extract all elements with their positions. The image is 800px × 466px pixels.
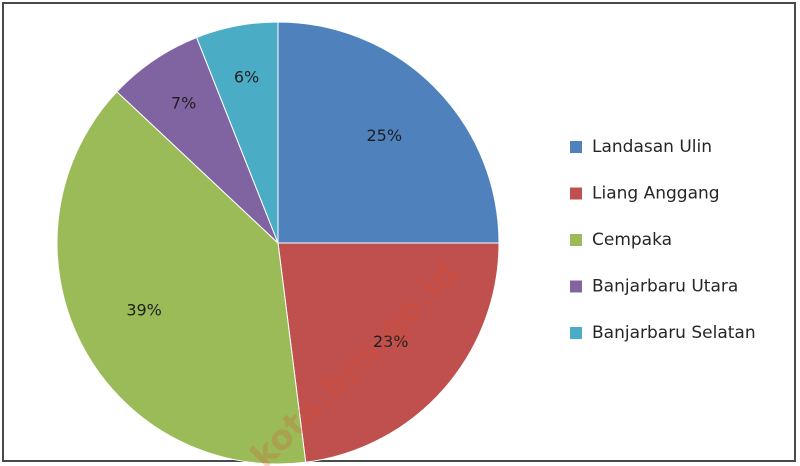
pie-slice-landasan-ulin xyxy=(277,21,500,244)
legend-label: Banjarbaru Utara xyxy=(592,277,738,297)
data-label: 39% xyxy=(126,301,162,320)
legend-swatch xyxy=(570,234,582,246)
legend-swatch xyxy=(570,327,582,339)
pie-slice-liang-anggang xyxy=(277,242,500,463)
legend: Landasan Ulin Liang Anggang Cempaka Banjarb… xyxy=(570,137,756,343)
pie-slices xyxy=(56,21,500,465)
legend-swatch xyxy=(570,187,582,200)
legend-label: Liang Anggang xyxy=(592,184,720,204)
data-label: 25% xyxy=(366,126,402,145)
legend-label: Landasan Ulin xyxy=(592,137,712,157)
data-label: 7% xyxy=(171,94,196,113)
pie-slice-banjarbaru-selatan xyxy=(195,21,279,244)
pie-value-labels: 25% 23% 39% 7% 6% xyxy=(126,68,408,351)
legend-swatch xyxy=(570,141,582,153)
data-label: 6% xyxy=(234,68,259,87)
data-label: 23% xyxy=(373,332,409,351)
legend-label: Cempaka xyxy=(592,230,672,250)
pie-slice-cempaka xyxy=(56,91,307,465)
legend-swatch xyxy=(570,280,582,293)
legend-label: Banjarbaru Selatan xyxy=(592,323,756,343)
